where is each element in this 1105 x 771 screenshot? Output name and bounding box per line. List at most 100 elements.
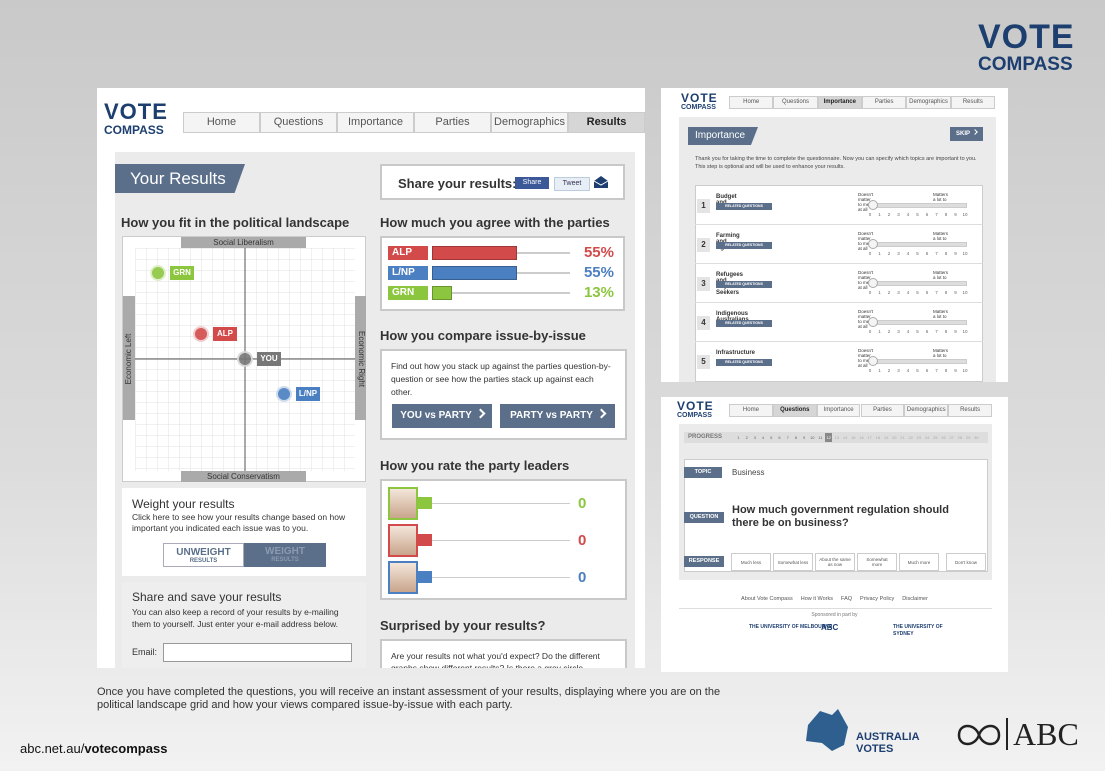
facebook-share-button[interactable]: Share [515, 177, 549, 189]
save-text: You can also keep a record of your resul… [132, 607, 339, 629]
nav-tab[interactable]: Home [729, 404, 773, 417]
nav-tab[interactable]: Questions [773, 96, 818, 109]
item-name: Infrastructure [716, 350, 756, 356]
nav-tab[interactable]: Demographics [491, 112, 568, 133]
response-option[interactable]: Somewhat more [857, 553, 897, 571]
slider-track[interactable] [870, 320, 967, 325]
sponsored-label: Sponsored in part by [811, 612, 858, 618]
item-number: 3 [697, 277, 710, 291]
chevron [596, 408, 607, 419]
progress-step: 28 [957, 435, 963, 440]
scale-number: 3 [897, 368, 900, 373]
nav-tab[interactable]: Results [568, 112, 645, 133]
slider-handle[interactable] [868, 317, 878, 327]
nav-tab[interactable]: Questions [772, 404, 817, 417]
response-label: RESPONSE [684, 556, 724, 567]
nav-tab[interactable]: Results [950, 96, 995, 109]
slider-handle[interactable] [868, 278, 878, 288]
slider-track[interactable] [870, 242, 967, 247]
nav-tab[interactable]: Importance [817, 96, 862, 109]
agree-bar [432, 266, 518, 280]
tweet-button[interactable]: Tweet [554, 177, 590, 191]
footer-link[interactable]: Privacy Policy [860, 596, 895, 602]
response-option[interactable]: Don't know [946, 553, 986, 571]
response-option[interactable]: Much more [899, 553, 939, 571]
weight-text: Click here to see how your results chang… [132, 512, 346, 533]
response-option[interactable]: Much less [731, 553, 771, 571]
nav-tab[interactable]: Parties [414, 112, 491, 133]
footer-link[interactable]: Disclaimer [902, 596, 928, 602]
nav-tab[interactable]: Importance [816, 404, 861, 417]
nav-tab[interactable]: Parties [860, 404, 905, 417]
related-button[interactable]: RELATED QUESTIONS [716, 281, 772, 288]
compare-button[interactable]: PARTY vs PARTY [500, 404, 615, 428]
abc-wordmark: ABC [1013, 716, 1079, 752]
footer-link[interactable]: About Vote Compass [741, 596, 793, 602]
slider-handle[interactable] [868, 356, 878, 366]
progress-step: 10 [810, 435, 815, 440]
party-point [150, 265, 166, 281]
nav-tab[interactable]: Home [729, 96, 774, 109]
nav-tab[interactable]: Home [183, 112, 260, 133]
party-point-label: GRN [170, 266, 194, 280]
email-input[interactable] [163, 643, 352, 662]
leader-value: 0 [578, 532, 587, 549]
weight-sub: RESULTS [271, 557, 299, 563]
axis-bottom-label: Social Conservatism [181, 471, 306, 482]
leader-photo [388, 524, 418, 557]
related-button[interactable]: RELATED QUESTIONS [716, 359, 772, 366]
axis-left-bar [123, 296, 135, 420]
importance-panel: VOTE COMPASS Home Questions Importance Part… [661, 88, 1008, 382]
skip-button[interactable]: SKIP [950, 127, 983, 141]
slider-handle[interactable] [868, 239, 878, 249]
related-button[interactable]: RELATED QUESTIONS [716, 203, 772, 210]
progress-step: 25 [933, 435, 938, 440]
scale-number: 6 [925, 329, 929, 334]
scale-number: 7 [935, 212, 938, 217]
scale-number: 1 [878, 251, 881, 256]
unweight-button[interactable]: UNWEIGHT RESULTS [163, 543, 244, 567]
scale-number: 5 [916, 251, 919, 256]
scale-number: 2 [887, 251, 891, 256]
nav-tab[interactable]: Demographics [904, 404, 949, 417]
scale-number: 6 [925, 290, 929, 295]
scale-number: 0 [868, 290, 872, 295]
slider-track[interactable] [870, 203, 967, 208]
landscape-heading: How you fit in the political landscape [121, 215, 350, 230]
nav-tab[interactable]: Results [948, 404, 992, 417]
nav-tab[interactable]: Demographics [906, 96, 951, 109]
email-icon[interactable] [593, 175, 609, 189]
party-point [193, 326, 209, 342]
party-point-label: ALP [213, 327, 237, 341]
leader-photo [388, 487, 418, 520]
logo-top: VOTE [677, 399, 714, 413]
response-option[interactable]: About the same as now [815, 553, 855, 571]
nav: Home Questions Importance Parties Demographi… [729, 404, 992, 417]
related-button[interactable]: RELATED QUESTIONS [716, 242, 772, 249]
scale-number: 0 [868, 212, 872, 217]
leader-tab [418, 534, 432, 546]
progress-step: 21 [900, 435, 905, 440]
topic: Business [732, 468, 765, 477]
slider-handle[interactable] [868, 200, 878, 210]
nav-tab[interactable]: Importance [337, 112, 414, 133]
response-option[interactable]: Somewhat less [773, 553, 813, 571]
url-path: votecompass [84, 741, 168, 756]
scale-number: 9 [954, 251, 957, 256]
agree-value: 55% [583, 264, 614, 281]
question-label: QUESTION [684, 512, 724, 523]
axis-right-label: Economic Right [357, 330, 366, 388]
nav-tab[interactable]: Parties [862, 96, 907, 109]
weight-button[interactable]: WEIGHT RESULTS [244, 543, 326, 567]
nav-tab[interactable]: Questions [260, 112, 337, 133]
related-button[interactable]: RELATED QUESTIONS [716, 320, 772, 327]
compare-button[interactable]: YOU vs PARTY [392, 404, 492, 428]
scale-number: 3 [897, 329, 900, 334]
footer-link[interactable]: How it Works [800, 596, 834, 602]
footer-link[interactable]: FAQ [841, 596, 853, 602]
scale-low-label: Doesn't matter to me at all [858, 309, 874, 329]
slider-track[interactable] [870, 281, 967, 286]
scale-number: 0 [868, 251, 872, 256]
slider-track[interactable] [870, 359, 967, 364]
progress-label: PROGRESS [688, 434, 723, 440]
